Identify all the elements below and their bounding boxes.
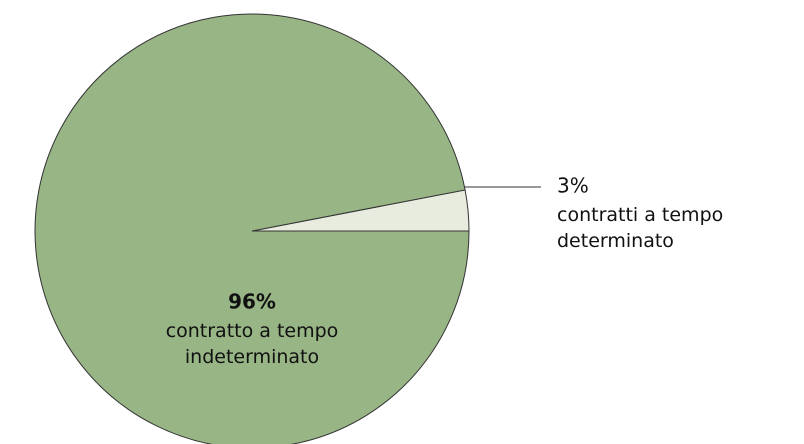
slice-value-label: 3% (557, 174, 589, 198)
slice-label: contratto a tempo indeterminato (166, 320, 339, 368)
pie-slice (34, 13, 470, 444)
slice-value-label: 96% (228, 290, 276, 314)
slice-label: contratti a tempo determinato (557, 204, 723, 252)
